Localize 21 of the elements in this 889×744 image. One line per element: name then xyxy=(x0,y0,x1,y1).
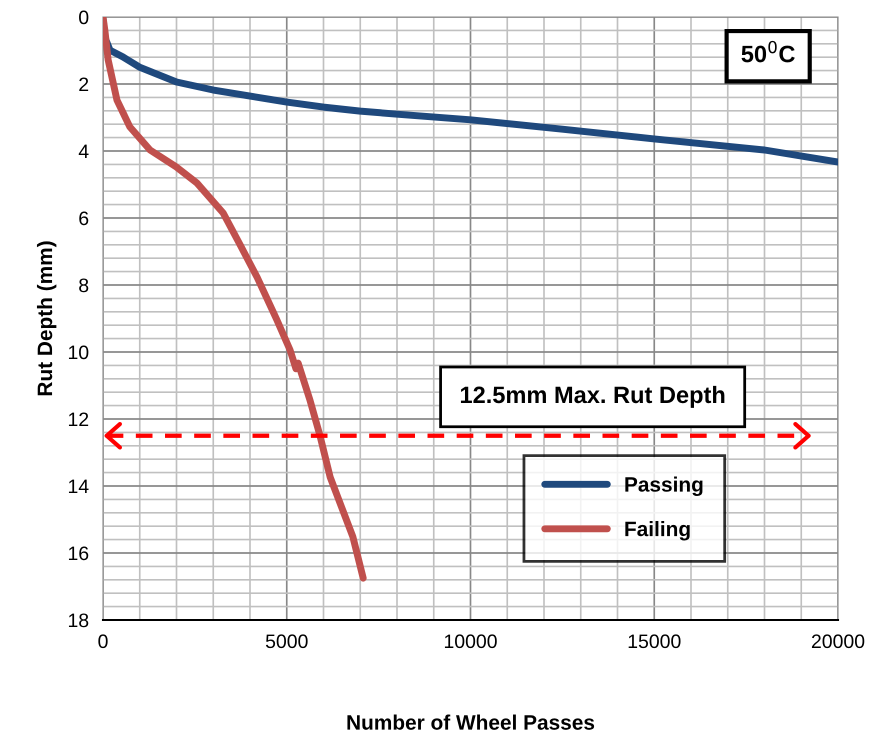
x-tick-label: 10000 xyxy=(444,634,497,648)
x-tick-label: 15000 xyxy=(628,634,681,648)
legend-label: Failing xyxy=(625,521,690,541)
y-tick-label: 4 xyxy=(78,144,89,158)
y-tick-label: 6 xyxy=(79,211,88,226)
y-tick-label: 8 xyxy=(79,278,88,292)
y-tick-label: 12 xyxy=(68,412,88,426)
y-tick-label: 2 xyxy=(79,77,88,92)
x-axis-title: Number of Wheel Passes xyxy=(347,714,594,730)
x-tick-label: 20000 xyxy=(812,634,864,648)
y-tick-label: 0 xyxy=(79,10,88,24)
ref-line-label: 12.5mm Max. Rut Depth xyxy=(460,386,724,408)
y-tick-label: 16 xyxy=(68,546,88,560)
legend-label: Passing xyxy=(625,476,702,496)
y-tick-label: 14 xyxy=(68,480,89,494)
annotation: 50$^{0}$C xyxy=(742,40,795,62)
x-tick-label: 0 xyxy=(98,634,108,648)
x-tick-label: 5000 xyxy=(266,634,308,648)
y-axis-title: Rut Depth (mm) xyxy=(36,241,56,396)
y-tick-label: 18 xyxy=(68,613,88,628)
y-tick-label: 10 xyxy=(68,345,88,360)
